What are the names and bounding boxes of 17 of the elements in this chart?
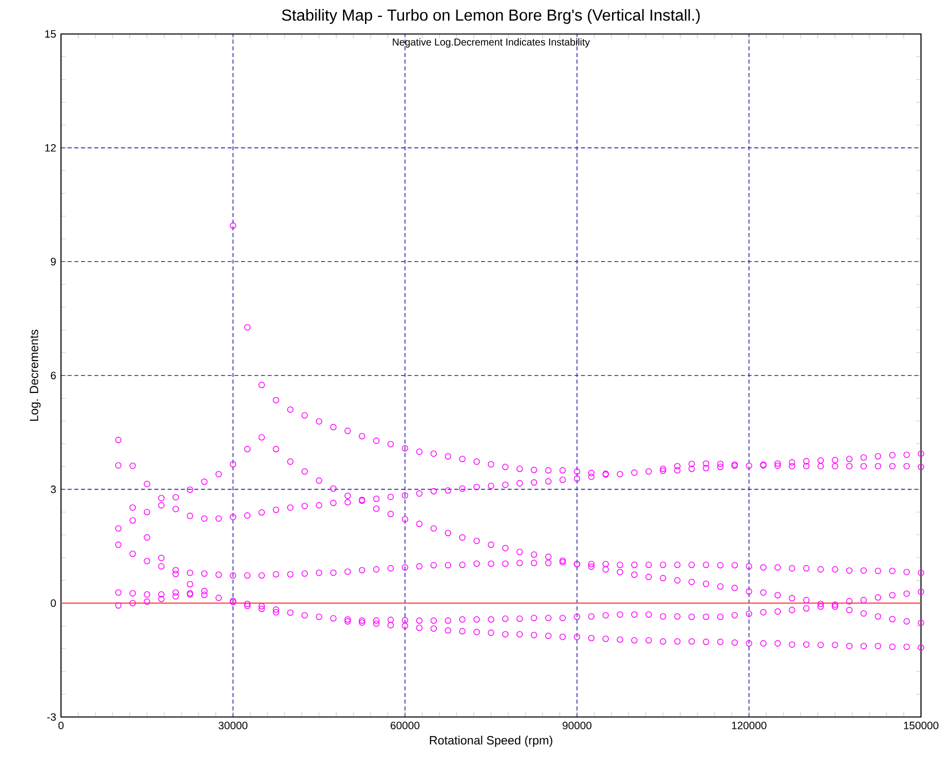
x-tick-label: 0 xyxy=(58,722,64,730)
x-tick-label: 90000 xyxy=(562,722,592,730)
chart-title: Stability Map - Turbo on Lemon Bore Brg's (Vertical Install.) xyxy=(282,9,700,24)
y-tick-label: 12 xyxy=(45,144,56,152)
x-axis-title: Rotational Speed (rpm) xyxy=(430,736,552,747)
y-tick-label: -3 xyxy=(47,713,56,721)
x-tick-label: 150000 xyxy=(904,722,938,730)
y-axis-title: Log. Decrements xyxy=(30,330,41,421)
x-tick-label: 120000 xyxy=(732,722,766,730)
y-tick-label: 6 xyxy=(50,372,56,380)
y-tick-label: 9 xyxy=(50,258,56,266)
x-tick-label: 60000 xyxy=(390,722,420,730)
x-tick-label: 30000 xyxy=(218,722,248,730)
annotation: Negative Log.Decrement Indicates Instability xyxy=(392,38,590,48)
y-tick-label: 15 xyxy=(45,30,56,38)
y-tick-label: 3 xyxy=(50,486,56,494)
y-tick-label: 0 xyxy=(50,599,56,607)
